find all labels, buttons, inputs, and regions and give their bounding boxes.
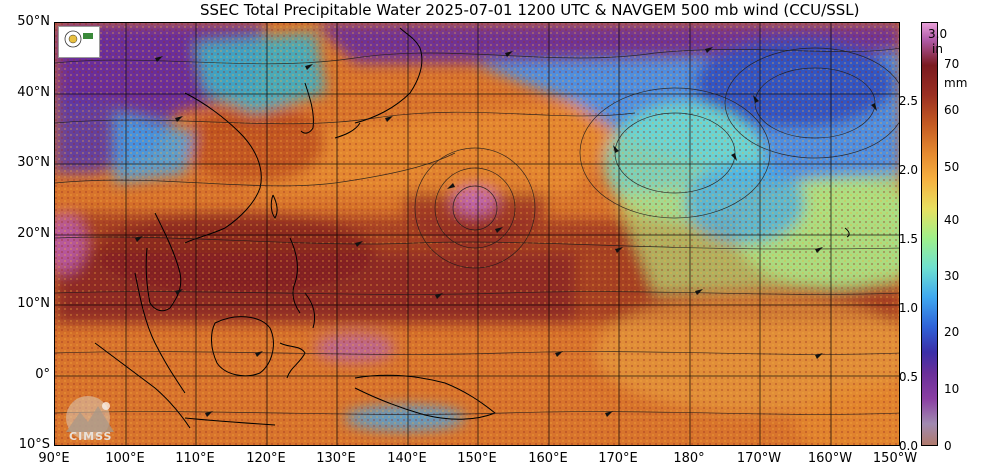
- cimss-mountain-icon: [66, 396, 114, 440]
- colorbar-inch-2-0: 2.0: [898, 163, 918, 177]
- ssec-seal-icon: [64, 30, 93, 48]
- ssec-logo: [58, 26, 100, 58]
- lon-label-160e: 160°E: [528, 451, 568, 466]
- graticule: [55, 23, 899, 445]
- coastlines: [94, 27, 850, 429]
- lon-label-120e: 120°E: [246, 451, 286, 466]
- colorbar-inch-1-5: 1.5: [898, 232, 918, 246]
- colorbar-mm-unit: mm: [944, 76, 968, 90]
- lon-label-100e: 100°E: [105, 451, 145, 466]
- lon-label-110e: 110°E: [175, 451, 215, 466]
- colorbar-mm-40: 40: [944, 213, 960, 227]
- lon-label-180: 180°: [673, 451, 705, 466]
- colorbar-mm-50: 50: [944, 160, 960, 174]
- cimss-logo: [58, 392, 126, 444]
- lat-label-equator: 0°: [35, 367, 50, 382]
- lat-label-10n: 10°N: [17, 296, 50, 311]
- lat-label-20n: 20°N: [17, 226, 50, 241]
- colorbar-inch-unit: in: [932, 42, 943, 56]
- tpw-colorbar: [921, 22, 938, 446]
- colorbar-mm-10: 10: [944, 382, 960, 396]
- lon-label-170w: 170°W: [736, 451, 782, 466]
- colorbar-mm-20: 20: [944, 325, 960, 339]
- colorbar-mm-60: 60: [944, 103, 960, 117]
- lon-label-150w: 150°W: [872, 451, 918, 466]
- tpw-map: [54, 22, 900, 446]
- lon-label-150e: 150°E: [457, 451, 497, 466]
- map-title: SSEC Total Precipitable Water 2025-07-01…: [200, 1, 860, 19]
- lon-label-170e: 170°E: [598, 451, 638, 466]
- lon-label-130e: 130°E: [316, 451, 356, 466]
- colorbar-inch-0-5: 0.5: [898, 370, 918, 384]
- cimss-logo-text: CIMSS: [69, 430, 113, 443]
- tpw-field: [55, 23, 899, 445]
- colorbar-mm-30: 30: [944, 269, 960, 283]
- lat-label-10s: 10°S: [18, 437, 50, 452]
- lon-label-90e: 90°E: [38, 451, 70, 466]
- colorbar-inch-2-5: 2.5: [898, 94, 918, 108]
- wind-arrows: [135, 47, 877, 417]
- lon-label-160w: 160°W: [807, 451, 853, 466]
- colorbar-inch-3-0: 3.0: [928, 27, 948, 41]
- colorbar-inch-1-0: 1.0: [898, 301, 918, 315]
- colorbar-mm-70: 70: [944, 57, 960, 71]
- lon-label-140e: 140°E: [387, 451, 427, 466]
- colorbar-mm-0: 0: [944, 439, 952, 453]
- lat-label-50n: 50°N: [17, 14, 50, 29]
- wind-streamlines: [55, 47, 899, 415]
- lat-label-40n: 40°N: [17, 85, 50, 100]
- colorbar-inch-0-0: 0.0: [898, 439, 918, 453]
- lat-label-30n: 30°N: [17, 155, 50, 170]
